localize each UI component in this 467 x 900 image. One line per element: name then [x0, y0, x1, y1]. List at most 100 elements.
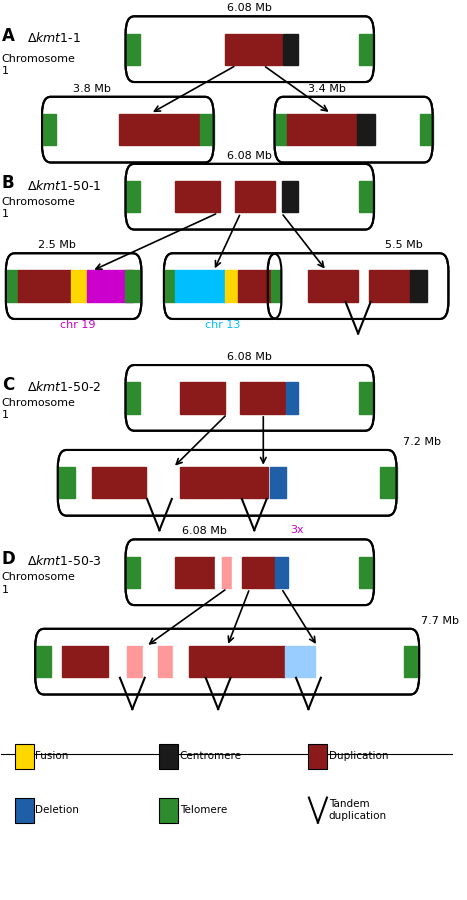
Text: chr 13: chr 13	[205, 320, 241, 330]
Text: $\mathit{\Delta kmt1}$-1: $\mathit{\Delta kmt1}$-1	[27, 32, 81, 45]
Text: Chromosome
1: Chromosome 1	[2, 398, 76, 420]
Bar	[175, 271, 225, 302]
FancyBboxPatch shape	[58, 450, 396, 516]
Bar	[126, 33, 141, 65]
Bar	[359, 181, 374, 212]
Bar	[6, 271, 18, 302]
Text: 6.08 Mb: 6.08 Mb	[227, 4, 272, 13]
Bar	[308, 744, 327, 769]
Bar	[125, 271, 142, 302]
Bar	[369, 271, 410, 302]
Bar	[92, 467, 146, 499]
FancyBboxPatch shape	[126, 539, 374, 605]
Text: 7.7 Mb: 7.7 Mb	[421, 616, 460, 625]
FancyBboxPatch shape	[35, 629, 419, 695]
FancyBboxPatch shape	[164, 253, 281, 319]
Bar	[247, 646, 285, 678]
Text: Duplication: Duplication	[329, 752, 388, 761]
Bar	[215, 556, 222, 588]
Bar	[238, 271, 271, 302]
Bar	[420, 114, 432, 145]
Bar	[308, 271, 358, 302]
Bar	[62, 646, 108, 678]
FancyBboxPatch shape	[126, 164, 374, 230]
Bar	[410, 271, 427, 302]
Bar	[222, 556, 233, 588]
Bar	[283, 33, 298, 65]
Bar	[173, 646, 189, 678]
Bar	[158, 646, 173, 678]
Bar	[359, 556, 374, 588]
Bar	[143, 646, 158, 678]
Bar	[242, 556, 275, 588]
Bar	[287, 114, 357, 145]
Bar	[126, 556, 141, 588]
Text: 6.08 Mb: 6.08 Mb	[182, 526, 227, 536]
Text: D: D	[2, 550, 15, 568]
Bar	[87, 271, 133, 302]
Text: 7.2 Mb: 7.2 Mb	[403, 437, 441, 447]
Bar	[200, 114, 213, 145]
Text: 3.4 Mb: 3.4 Mb	[308, 84, 346, 94]
Bar	[58, 467, 75, 499]
Bar	[175, 556, 215, 588]
Bar	[159, 797, 178, 823]
Bar	[119, 114, 200, 145]
Bar	[285, 646, 315, 678]
Text: B: B	[2, 175, 14, 193]
Bar	[15, 744, 34, 769]
Text: $\mathit{\Delta kmt1}$-50-1: $\mathit{\Delta kmt1}$-50-1	[27, 179, 101, 193]
Bar	[240, 382, 284, 413]
Bar	[175, 181, 220, 212]
Bar	[286, 382, 298, 413]
FancyBboxPatch shape	[42, 97, 213, 163]
Text: chr 19: chr 19	[60, 320, 96, 330]
Text: $\mathit{\Delta kmt1}$-50-2: $\mathit{\Delta kmt1}$-50-2	[27, 380, 101, 394]
Bar	[225, 271, 238, 302]
Text: Chromosome
1: Chromosome 1	[2, 572, 76, 595]
Bar	[112, 646, 127, 678]
Text: 3x: 3x	[290, 525, 304, 535]
Bar	[359, 382, 374, 413]
Text: 3.8 Mb: 3.8 Mb	[73, 84, 111, 94]
Text: Deletion: Deletion	[35, 806, 79, 815]
Text: Fusion: Fusion	[35, 752, 69, 761]
Bar	[404, 646, 419, 678]
Text: 6.08 Mb: 6.08 Mb	[227, 151, 272, 161]
Bar	[189, 646, 247, 678]
Bar	[275, 556, 288, 588]
Bar	[180, 467, 268, 499]
Text: Chromosome
1: Chromosome 1	[2, 54, 76, 76]
Bar	[126, 382, 141, 413]
Bar	[71, 271, 87, 302]
Text: $\mathit{\Delta kmt1}$-50-3: $\mathit{\Delta kmt1}$-50-3	[27, 554, 101, 569]
Bar	[233, 556, 242, 588]
Text: Tandem
duplication: Tandem duplication	[329, 799, 387, 821]
FancyBboxPatch shape	[126, 16, 374, 82]
Text: 5.5 Mb: 5.5 Mb	[385, 240, 423, 250]
Bar	[269, 467, 286, 499]
Bar	[180, 382, 225, 413]
Text: A: A	[2, 27, 15, 45]
Bar	[225, 33, 282, 65]
Bar	[275, 114, 287, 145]
Text: 6.08 Mb: 6.08 Mb	[227, 352, 272, 362]
Text: Chromosome
1: Chromosome 1	[2, 197, 76, 219]
Bar	[35, 646, 50, 678]
Bar	[357, 114, 375, 145]
Bar	[271, 271, 281, 302]
Bar	[18, 271, 71, 302]
Bar	[164, 271, 175, 302]
Bar	[282, 181, 298, 212]
FancyBboxPatch shape	[275, 97, 432, 163]
FancyBboxPatch shape	[268, 253, 448, 319]
Bar	[42, 114, 56, 145]
Text: Centromere: Centromere	[180, 752, 242, 761]
Bar	[159, 744, 178, 769]
Text: 2.5 Mb: 2.5 Mb	[37, 240, 75, 250]
Bar	[380, 467, 396, 499]
Bar	[359, 33, 374, 65]
Bar	[15, 797, 34, 823]
Text: Telomere: Telomere	[180, 806, 227, 815]
Text: C: C	[2, 375, 14, 393]
